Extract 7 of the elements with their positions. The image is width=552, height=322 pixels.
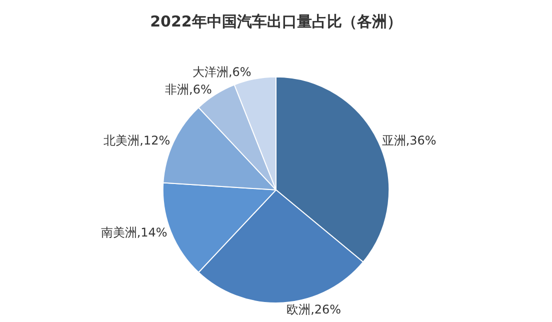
slice-label: 亚洲,36%: [382, 133, 436, 148]
slice-label: 欧洲,26%: [286, 302, 342, 317]
chart-title: 2022年中国汽车出口量占比（各洲）: [150, 12, 402, 31]
slice-label: 南美洲,14%: [100, 225, 168, 240]
slice-label: 大洋洲,6%: [192, 65, 252, 80]
slice-label: 非洲,6%: [165, 82, 212, 96]
slice-label: 北美洲,12%: [104, 133, 170, 148]
